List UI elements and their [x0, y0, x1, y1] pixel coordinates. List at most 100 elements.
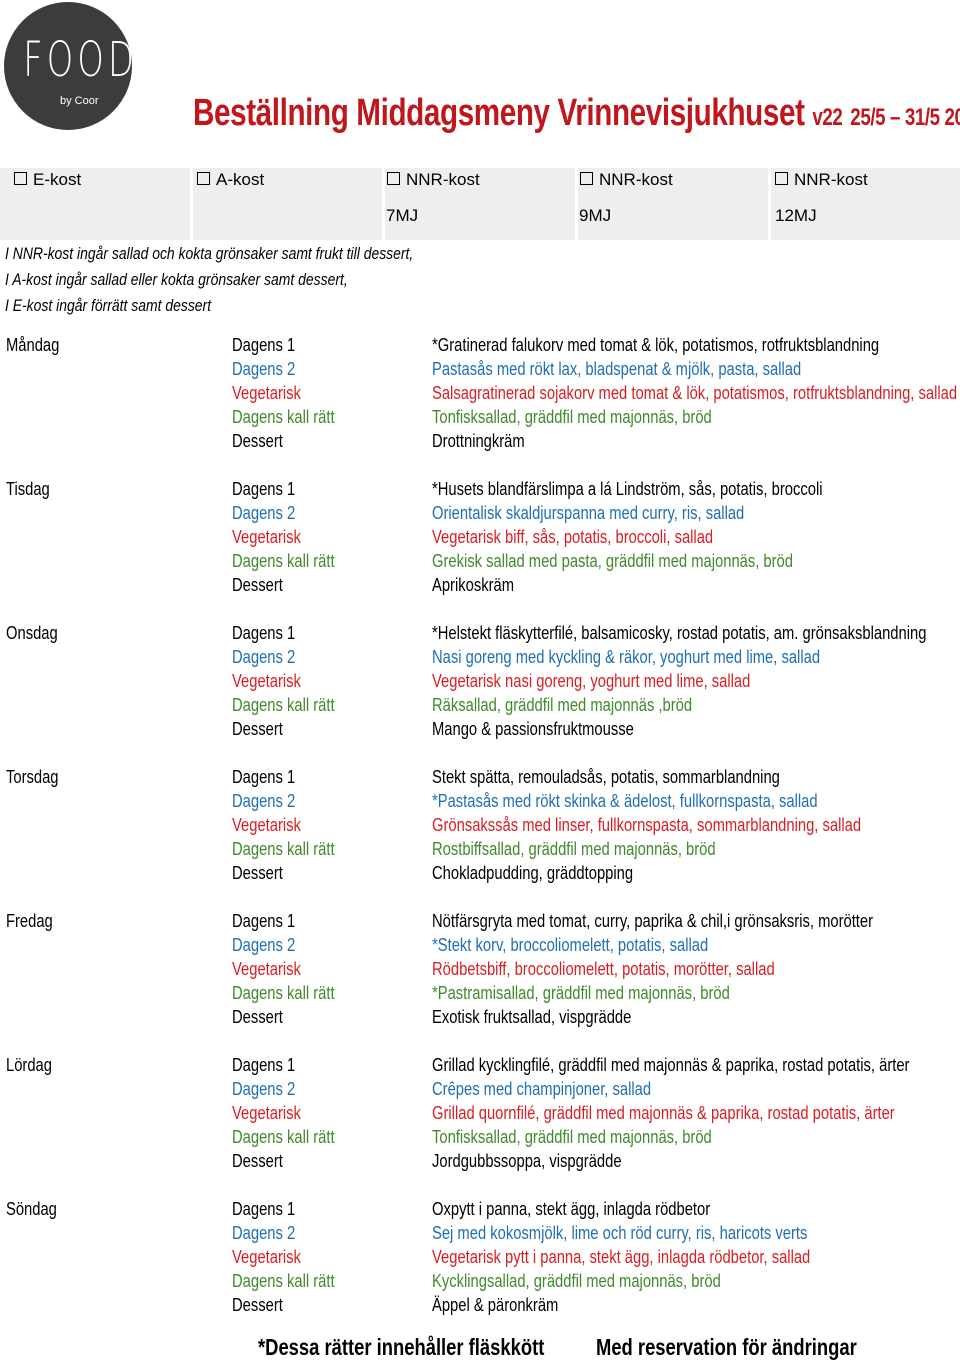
title-dates: 25/5 – 31/5 2015: [850, 104, 960, 131]
menu-row: Vegetarisk Grönsakssås med linser, fullko…: [0, 815, 960, 839]
menu-row: Dessert Jordgubbssoppa, vispgrädde: [0, 1151, 960, 1175]
meal-type: Dagens 1: [232, 623, 296, 643]
meal-type: Dessert: [232, 575, 283, 595]
menu-row: Dagens 2 *Pastasås med rökt skinka & ädel…: [0, 791, 960, 815]
kost-mj: 12MJ: [775, 206, 817, 225]
meal-type: Vegetarisk: [232, 1247, 301, 1267]
meal-type: Dagens 1: [232, 1199, 296, 1219]
meal-type: Vegetarisk: [232, 671, 301, 691]
meal-type: Dagens 2: [232, 791, 296, 811]
dish-description: Grekisk sallad med pasta, gräddfil med m…: [432, 551, 793, 571]
day-name: Onsdag: [6, 623, 58, 643]
dish-description: Mango & passionsfruktmousse: [432, 719, 634, 739]
dish-description: Rödbetsbiff, broccoliomelett, potatis, m…: [432, 959, 775, 979]
menu-row: Dessert Chokladpudding, gräddtopping: [0, 863, 960, 887]
menu-row: Vegetarisk Rödbetsbiff, broccoliomelett, …: [0, 959, 960, 983]
checkbox-icon[interactable]: [387, 172, 400, 185]
meal-type: Dagens kall rätt: [232, 839, 335, 859]
menu-row: Dagens kall rätt Kycklingsallad, gräddfil…: [0, 1271, 960, 1295]
dish-description: Vegetarisk pytt i panna, stekt ägg, inla…: [432, 1247, 811, 1267]
kost-option-nnr-12mj[interactable]: NNR-kost 12MJ: [768, 168, 960, 240]
title-main: Beställning Middagsmeny Vrinnevisjukhuse…: [193, 92, 805, 134]
meal-type: Vegetarisk: [232, 383, 301, 403]
menu-row: Dagens kall rätt Tonfisksallad, gräddfil …: [0, 1127, 960, 1151]
menu-row: Torsdag Dagens 1 Stekt spätta, remouladsås…: [0, 767, 960, 791]
checkbox-icon[interactable]: [197, 172, 210, 185]
dish-description: *Husets blandfärslimpa a lá Lindström, s…: [432, 479, 823, 499]
kost-option-e[interactable]: E-kost: [0, 168, 193, 240]
meal-type: Dagens 2: [232, 935, 296, 955]
menu-row: Dagens 2 Orientalisk skaldjurspanna med c…: [0, 503, 960, 527]
meal-type: Dessert: [232, 1295, 283, 1315]
meal-type: Dessert: [232, 1151, 283, 1171]
menu-row: Dagens 2 *Stekt korv, broccoliomelett, po…: [0, 935, 960, 959]
dish-description: Rostbiffsallad, gräddfil med majonnäs, b…: [432, 839, 716, 859]
day-name: Torsdag: [6, 767, 59, 787]
menu-row: Dagens 2 Sej med kokosmjölk, lime och röd…: [0, 1223, 960, 1247]
dish-description: Salsagratinerad sojakorv med tomat & lök…: [432, 383, 958, 403]
menu-row: Dagens 2 Crêpes med champinjoner, sallad: [0, 1079, 960, 1103]
menu-row: Dagens 2 Nasi goreng med kyckling & räkor…: [0, 647, 960, 671]
dish-description: Grillad quornfilé, gräddfil med majonnäs…: [432, 1103, 895, 1123]
menu-row: Vegetarisk Vegetarisk biff, sås, potatis,…: [0, 527, 960, 551]
kost-label: E-kost: [33, 170, 82, 189]
kost-label: NNR-kost: [794, 170, 868, 189]
page-title: Beställning Middagsmeny Vrinnevisjukhuse…: [193, 92, 960, 135]
meal-type: Dagens kall rätt: [232, 407, 335, 427]
dish-description: Drottningkräm: [432, 431, 525, 451]
meal-type: Dagens 1: [232, 911, 296, 931]
menu-row: Fredag Dagens 1 Nötfärsgryta med tomat, cu…: [0, 911, 960, 935]
meal-type: Dessert: [232, 431, 283, 451]
menu-row: Dessert Mango & passionsfruktmousse: [0, 719, 960, 743]
checkbox-icon[interactable]: [775, 172, 788, 185]
day-name: Lördag: [6, 1055, 52, 1075]
reservation-note: Med reservation för ändringar: [596, 1334, 857, 1360]
kost-option-nnr-7mj[interactable]: NNR-kost 7MJ: [382, 168, 578, 240]
menu-row: Dagens kall rätt Tonfisksallad, gräddfil …: [0, 407, 960, 431]
dish-description: Aprikoskräm: [432, 575, 515, 595]
kost-label: NNR-kost: [599, 170, 673, 189]
kost-option-nnr-9mj[interactable]: NNR-kost 9MJ: [575, 168, 771, 240]
logo-word: FOOD: [23, 32, 139, 88]
dish-description: *Stekt korv, broccoliomelett, potatis, s…: [432, 935, 709, 955]
meal-type: Dagens kall rätt: [232, 1127, 335, 1147]
kost-label: A-kost: [216, 170, 265, 189]
kost-selection-bar: E-kost A-kost NNR-kost 7MJ NNR-kost 9MJ …: [0, 168, 960, 240]
day-name: Fredag: [6, 911, 53, 931]
dish-description: Nötfärsgryta med tomat, curry, paprika &…: [432, 911, 874, 931]
day-name: Tisdag: [6, 479, 50, 499]
menu-row: Dessert Aprikoskräm: [0, 575, 960, 599]
dish-description: Sej med kokosmjölk, lime och röd curry, …: [432, 1223, 808, 1243]
info-line-e: I E-kost ingår förrätt samt dessert: [5, 296, 212, 315]
menu-row: Dagens kall rätt *Pastramisallad, gräddfi…: [0, 983, 960, 1007]
meal-type: Dessert: [232, 863, 283, 883]
pork-footnote: *Dessa rätter innehåller fläskkött: [258, 1334, 545, 1360]
checkbox-icon[interactable]: [580, 172, 593, 185]
menu-row: Onsdag Dagens 1 *Helstekt fläskytterfilé, …: [0, 623, 960, 647]
day-name: Söndag: [6, 1199, 57, 1219]
meal-type: Dagens 1: [232, 335, 296, 355]
meal-type: Vegetarisk: [232, 815, 301, 835]
dish-description: Stekt spätta, remouladsås, potatis, somm…: [432, 767, 780, 787]
meal-type: Dagens 1: [232, 479, 296, 499]
info-line-nnr: I NNR-kost ingår sallad och kokta grönsa…: [5, 244, 414, 263]
menu-row: Vegetarisk Grillad quornfilé, gräddfil me…: [0, 1103, 960, 1127]
meal-type: Dagens 2: [232, 359, 296, 379]
kost-mj: 9MJ: [579, 206, 612, 225]
kost-option-a[interactable]: A-kost: [190, 168, 385, 240]
dish-description: *Helstekt fläskytterfilé, balsamicosky, …: [432, 623, 927, 643]
meal-type: Dagens 2: [232, 1079, 296, 1099]
checkbox-icon[interactable]: [14, 172, 27, 185]
menu-row: Söndag Dagens 1 Oxpytt i panna, stekt ägg,…: [0, 1199, 960, 1223]
dish-description: Äppel & päronkräm: [432, 1295, 559, 1315]
meal-type: Dagens 2: [232, 503, 296, 523]
meal-type: Dagens 2: [232, 647, 296, 667]
menu-row: Vegetarisk Vegetarisk pytt i panna, stekt…: [0, 1247, 960, 1271]
dish-description: Vegetarisk nasi goreng, yoghurt med lime…: [432, 671, 751, 691]
dish-description: Jordgubbssoppa, vispgrädde: [432, 1151, 622, 1171]
dish-description: Grönsakssås med linser, fullkornspasta, …: [432, 815, 862, 835]
info-line-a: I A-kost ingår sallad eller kokta grönsa…: [5, 270, 348, 289]
dish-description: Vegetarisk biff, sås, potatis, broccoli,…: [432, 527, 714, 547]
menu-row: Vegetarisk Salsagratinerad sojakorv med t…: [0, 383, 960, 407]
dish-description: Nasi goreng med kyckling & räkor, yoghur…: [432, 647, 821, 667]
